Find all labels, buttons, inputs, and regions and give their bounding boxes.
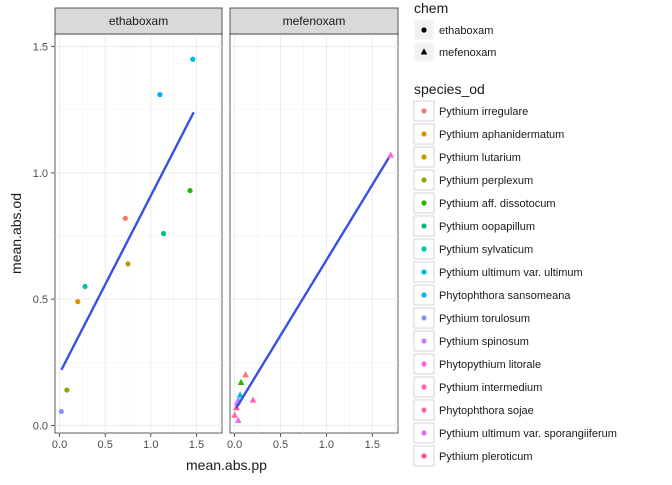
data-point-circle <box>160 230 167 237</box>
legend-swatch-species <box>421 108 427 114</box>
x-tick-label: 1.0 <box>143 439 158 451</box>
data-point-triangle <box>249 396 257 403</box>
legend-label-species: Pythium aphanidermatum <box>439 129 564 141</box>
legend-symbol-triangle <box>420 48 428 55</box>
legend-swatch-species <box>421 453 427 459</box>
data-point-circle <box>187 187 193 194</box>
regression-line-ethaboxam <box>60 111 195 371</box>
panel-background-ethaboxam <box>54 33 223 434</box>
legend-swatch-species <box>421 338 427 344</box>
data-point-triangle <box>234 416 242 423</box>
x-tick-label: 0.0 <box>227 439 242 451</box>
data-point-circle <box>157 92 163 98</box>
legend-swatch-species <box>421 200 427 206</box>
legend-title-species: species_od <box>414 81 485 97</box>
y-tick-label: 0.0 <box>33 420 48 432</box>
data-point-circle <box>190 56 196 62</box>
legend-swatch-species <box>421 384 427 390</box>
legend-swatch-species <box>421 246 427 252</box>
legend-label-species: Pythium perplexum <box>439 175 533 187</box>
legend-label-species: Phytophthora sojae <box>439 405 534 417</box>
data-point-circle <box>64 387 70 393</box>
legend-label-species: Pythium pleroticum <box>439 451 533 463</box>
y-axis-title: mean.abs.od <box>8 193 24 274</box>
data-point-circle <box>58 408 64 415</box>
legend-swatch-species <box>421 177 427 183</box>
legend-swatch-species <box>421 430 427 436</box>
legend-swatch-species <box>421 269 427 275</box>
x-axis-title: mean.abs.pp <box>186 457 267 473</box>
legend-label-species: Pythium torulosum <box>439 313 530 325</box>
facet-strip-mefenoxam <box>229 7 399 35</box>
legend-swatch-species <box>421 407 427 413</box>
legend-label-chem: ethaboxam <box>439 25 493 37</box>
y-tick-label: 1.5 <box>33 42 48 54</box>
data-point-triangle <box>237 378 245 385</box>
facet-strip-ethaboxam <box>54 7 223 35</box>
legend-symbol-circle <box>421 27 427 33</box>
legend-label-species: Pythium lutarium <box>439 152 521 164</box>
facet-label-mefenoxam: mefenoxam <box>283 14 346 28</box>
legend-label-species: Pythium oopapillum <box>439 221 535 233</box>
legend-label-species: Pythium ultimum var. ultimum <box>439 267 583 279</box>
data-point-triangle <box>242 371 249 378</box>
data-point-triangle <box>236 391 244 398</box>
x-tick-label: 1.5 <box>189 439 204 451</box>
legend-label-chem: mefenoxam <box>439 47 496 59</box>
y-tick-label: 1.0 <box>33 168 48 180</box>
x-tick-label: 1.0 <box>319 439 334 451</box>
legend-label-species: Pythium spinosum <box>439 336 529 348</box>
legend-label-species: Phytophthora sansomeana <box>439 290 571 302</box>
data-point-circle <box>122 215 128 221</box>
data-point-triangle <box>231 411 238 418</box>
panel-background-mefenoxam <box>229 33 399 434</box>
legend-swatch-species <box>421 131 427 137</box>
x-tick-label: 0.5 <box>98 439 113 451</box>
legend-label-species: Phytopythium litorale <box>439 359 541 371</box>
legend-swatch-species <box>421 315 427 321</box>
legend-label-species: Pythium ultimum var. sporangiiferum <box>439 428 617 440</box>
x-tick-label: 1.5 <box>365 439 380 451</box>
legend-title-chem: chem <box>414 0 448 16</box>
x-tick-label: 0.5 <box>273 439 288 451</box>
legend-label-species: Pythium irregulare <box>439 106 528 118</box>
regression-line-mefenoxam <box>235 157 390 409</box>
legend-swatch-species <box>421 154 427 160</box>
y-tick-label: 0.5 <box>33 294 48 306</box>
legend-swatch-species <box>421 292 427 298</box>
data-point-circle <box>82 283 88 290</box>
legend-label-species: Pythium sylvaticum <box>439 244 533 256</box>
data-point-circle <box>125 261 131 267</box>
data-point-triangle <box>387 151 394 158</box>
data-point-circle <box>75 299 81 305</box>
legend-swatch-species <box>421 361 427 367</box>
legend-swatch-species <box>421 223 427 229</box>
legend-label-species: Pythium aff. dissotocum <box>439 198 556 210</box>
facet-label-ethaboxam: ethaboxam <box>109 14 168 28</box>
x-tick-label: 0.0 <box>52 439 67 451</box>
legend-label-species: Pythium intermedium <box>439 382 542 394</box>
